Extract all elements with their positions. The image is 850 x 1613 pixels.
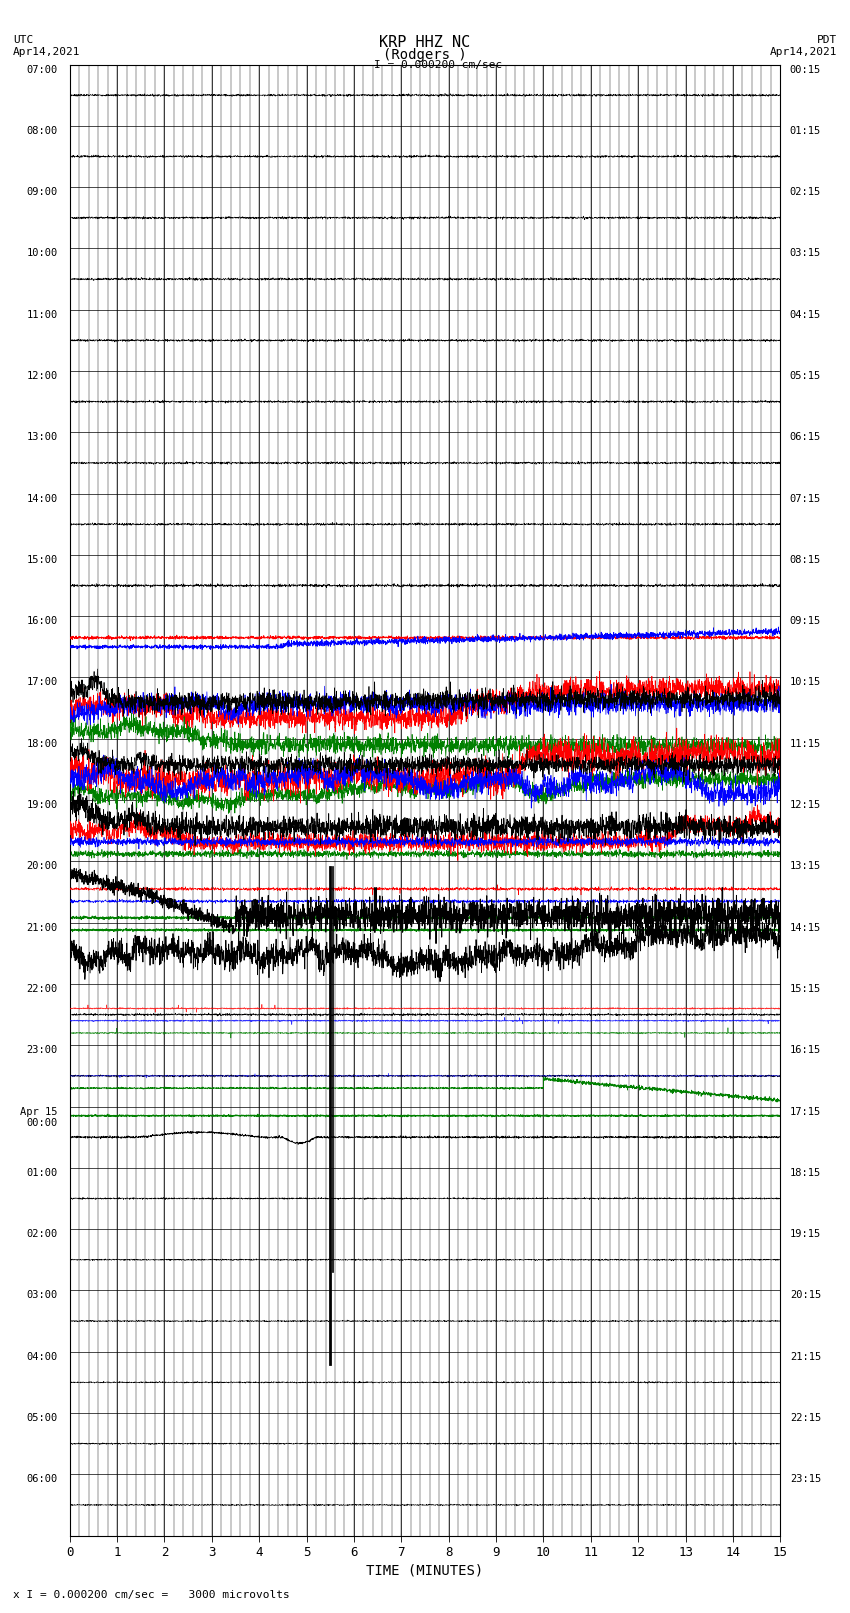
Text: 21:15: 21:15 [790, 1352, 821, 1361]
Text: 15:00: 15:00 [26, 555, 58, 565]
Text: 03:00: 03:00 [26, 1290, 58, 1300]
Text: 19:00: 19:00 [26, 800, 58, 810]
Text: 03:15: 03:15 [790, 248, 821, 258]
Text: 12:15: 12:15 [790, 800, 821, 810]
Text: 08:00: 08:00 [26, 126, 58, 135]
Text: 00:15: 00:15 [790, 65, 821, 74]
Text: 01:00: 01:00 [26, 1168, 58, 1177]
Text: Apr 15
00:00: Apr 15 00:00 [20, 1107, 58, 1127]
Text: 13:00: 13:00 [26, 432, 58, 442]
Text: 06:15: 06:15 [790, 432, 821, 442]
Text: 09:15: 09:15 [790, 616, 821, 626]
Text: 02:15: 02:15 [790, 187, 821, 197]
Text: x I = 0.000200 cm/sec =   3000 microvolts: x I = 0.000200 cm/sec = 3000 microvolts [13, 1590, 290, 1600]
Text: PDT
Apr14,2021: PDT Apr14,2021 [770, 35, 837, 56]
Text: (Rodgers ): (Rodgers ) [383, 48, 467, 63]
Text: 21:00: 21:00 [26, 923, 58, 932]
Text: 11:15: 11:15 [790, 739, 821, 748]
Text: 05:00: 05:00 [26, 1413, 58, 1423]
Text: 18:00: 18:00 [26, 739, 58, 748]
Text: 22:00: 22:00 [26, 984, 58, 994]
X-axis label: TIME (MINUTES): TIME (MINUTES) [366, 1563, 484, 1578]
Text: 02:00: 02:00 [26, 1229, 58, 1239]
Text: 16:00: 16:00 [26, 616, 58, 626]
Text: 16:15: 16:15 [790, 1045, 821, 1055]
Text: 09:00: 09:00 [26, 187, 58, 197]
Text: 06:00: 06:00 [26, 1474, 58, 1484]
Text: 04:00: 04:00 [26, 1352, 58, 1361]
Text: 17:00: 17:00 [26, 677, 58, 687]
Text: 17:15: 17:15 [790, 1107, 821, 1116]
Text: 19:15: 19:15 [790, 1229, 821, 1239]
Text: 07:00: 07:00 [26, 65, 58, 74]
Text: 15:15: 15:15 [790, 984, 821, 994]
Text: 04:15: 04:15 [790, 310, 821, 319]
Text: UTC
Apr14,2021: UTC Apr14,2021 [13, 35, 80, 56]
Text: 07:15: 07:15 [790, 494, 821, 503]
Text: 23:15: 23:15 [790, 1474, 821, 1484]
Text: 20:00: 20:00 [26, 861, 58, 871]
Text: KRP HHZ NC: KRP HHZ NC [379, 35, 471, 50]
Text: 11:00: 11:00 [26, 310, 58, 319]
Text: 14:15: 14:15 [790, 923, 821, 932]
Text: 22:15: 22:15 [790, 1413, 821, 1423]
Text: 01:15: 01:15 [790, 126, 821, 135]
Text: 12:00: 12:00 [26, 371, 58, 381]
Text: 10:00: 10:00 [26, 248, 58, 258]
Text: 20:15: 20:15 [790, 1290, 821, 1300]
Text: 14:00: 14:00 [26, 494, 58, 503]
Text: 05:15: 05:15 [790, 371, 821, 381]
Text: 10:15: 10:15 [790, 677, 821, 687]
Text: 18:15: 18:15 [790, 1168, 821, 1177]
Text: 13:15: 13:15 [790, 861, 821, 871]
Text: 23:00: 23:00 [26, 1045, 58, 1055]
Text: I = 0.000200 cm/sec: I = 0.000200 cm/sec [374, 60, 502, 69]
Text: 08:15: 08:15 [790, 555, 821, 565]
